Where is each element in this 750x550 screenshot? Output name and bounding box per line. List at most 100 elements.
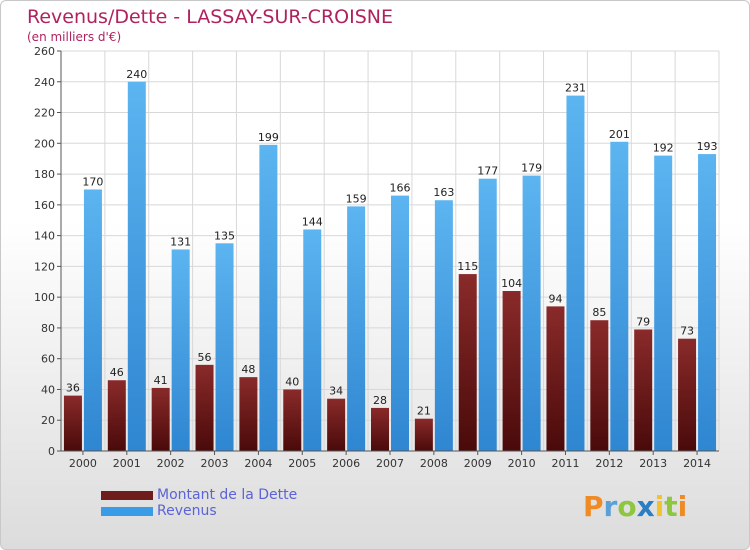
x-tick-label: 2007 bbox=[376, 457, 404, 470]
data-label-revenue: 201 bbox=[609, 128, 630, 141]
chart-title: Revenus/Dette - LASSAY-SUR-CROISNE bbox=[27, 6, 393, 28]
legend-label-debt: Montant de la Dette bbox=[157, 487, 298, 503]
legend-swatch-debt bbox=[101, 490, 153, 500]
data-label-debt: 34 bbox=[329, 385, 343, 398]
y-tick-label: 260 bbox=[34, 45, 55, 58]
data-label-revenue: 231 bbox=[565, 82, 586, 95]
y-tick-label: 60 bbox=[41, 353, 55, 366]
data-label-revenue: 144 bbox=[302, 215, 323, 228]
x-tick-label: 2005 bbox=[288, 457, 316, 470]
bar-debt bbox=[546, 306, 565, 451]
bar-revenue bbox=[478, 178, 497, 451]
bar-debt bbox=[239, 377, 258, 451]
bar-debt bbox=[590, 320, 609, 451]
logo-letter: r bbox=[603, 490, 618, 523]
bar-debt bbox=[371, 407, 389, 451]
data-label-revenue: 170 bbox=[82, 175, 103, 188]
x-tick-label: 2008 bbox=[420, 457, 448, 470]
bar-revenue bbox=[303, 229, 322, 451]
bar-revenue bbox=[522, 175, 541, 451]
y-tick-label: 180 bbox=[34, 168, 55, 181]
bar-revenue bbox=[391, 195, 409, 451]
bar-debt bbox=[151, 387, 170, 451]
data-label-debt: 48 bbox=[241, 363, 255, 376]
bar-revenue bbox=[610, 141, 629, 451]
bar-debt bbox=[283, 389, 302, 451]
data-label-debt: 94 bbox=[548, 292, 562, 305]
chart-subtitle: (en milliers d'€) bbox=[27, 30, 122, 44]
data-label-debt: 115 bbox=[457, 260, 478, 273]
bar-debt bbox=[327, 398, 346, 451]
data-label-debt: 41 bbox=[154, 374, 168, 387]
logo-letter: i bbox=[654, 490, 665, 523]
x-tick-label: 2009 bbox=[464, 457, 492, 470]
bar-revenue bbox=[698, 154, 717, 452]
data-labels: 36 170 46 240 41 131 56 135 48 199 40 144 34 159 28 166… bbox=[66, 68, 718, 418]
data-label-revenue: 131 bbox=[170, 235, 191, 248]
data-label-debt: 56 bbox=[198, 351, 212, 364]
y-tick-label: 160 bbox=[34, 199, 55, 212]
bar-revenue bbox=[566, 95, 585, 451]
bar-revenue bbox=[215, 243, 234, 451]
proxiti-logo: Proxiti bbox=[583, 490, 687, 523]
x-tick-label: 2006 bbox=[332, 457, 360, 470]
x-tick-label: 2013 bbox=[639, 457, 667, 470]
y-tick-label: 20 bbox=[41, 414, 55, 427]
data-label-revenue: 135 bbox=[214, 229, 235, 242]
data-label-revenue: 193 bbox=[697, 140, 718, 153]
logo-letter: t bbox=[664, 490, 678, 523]
legend-item-debt: Montant de la Dette bbox=[101, 487, 297, 503]
data-label-revenue: 163 bbox=[433, 186, 454, 199]
bar-debt bbox=[63, 395, 82, 451]
logo-letter: x bbox=[636, 490, 655, 523]
y-tick-label: 100 bbox=[34, 291, 55, 304]
legend: Montant de la Dette Revenus bbox=[101, 487, 297, 519]
bar-debt bbox=[195, 364, 214, 451]
data-label-revenue: 199 bbox=[258, 131, 279, 144]
y-tick-label: 240 bbox=[34, 76, 55, 89]
y-tick-label: 80 bbox=[41, 322, 55, 335]
y-tick-label: 140 bbox=[34, 230, 55, 243]
data-label-revenue: 179 bbox=[521, 162, 542, 175]
data-label-debt: 85 bbox=[592, 306, 606, 319]
logo-letter: o bbox=[617, 490, 637, 523]
data-label-revenue: 166 bbox=[390, 182, 411, 195]
bar-revenue bbox=[171, 249, 190, 451]
data-label-revenue: 159 bbox=[346, 192, 367, 205]
legend-swatch-revenue bbox=[101, 506, 153, 516]
x-tick-label: 2012 bbox=[595, 457, 623, 470]
bar-revenue bbox=[434, 200, 453, 451]
logo-letter: P bbox=[583, 490, 604, 523]
axes: 0 20 40 60 80 100 120 140 160 180 200 220 240 260 2000… bbox=[34, 45, 719, 470]
data-label-debt: 46 bbox=[110, 366, 124, 379]
x-tick-label: 2010 bbox=[508, 457, 536, 470]
x-tick-label: 2001 bbox=[113, 457, 141, 470]
bar-revenue bbox=[83, 189, 102, 451]
bar-debt bbox=[502, 291, 521, 451]
data-label-revenue: 177 bbox=[477, 165, 498, 178]
x-tick-label: 2004 bbox=[244, 457, 272, 470]
data-label-debt: 36 bbox=[66, 382, 80, 395]
data-label-debt: 73 bbox=[680, 325, 694, 338]
data-label-debt: 28 bbox=[373, 394, 387, 407]
data-label-debt: 104 bbox=[501, 277, 522, 290]
legend-label-revenue: Revenus bbox=[157, 503, 217, 519]
bar-revenue bbox=[347, 206, 366, 451]
x-tick-label: 2002 bbox=[157, 457, 185, 470]
bars bbox=[63, 81, 717, 452]
bar-revenue bbox=[654, 155, 673, 451]
data-label-revenue: 240 bbox=[126, 68, 147, 81]
data-label-revenue: 192 bbox=[653, 142, 674, 155]
bar-debt bbox=[458, 274, 477, 451]
x-tick-label: 2003 bbox=[201, 457, 229, 470]
bar-debt bbox=[678, 338, 697, 451]
bar-debt bbox=[634, 329, 653, 451]
x-tick-label: 2014 bbox=[683, 457, 711, 470]
logo-letter: i bbox=[677, 490, 688, 523]
data-label-debt: 21 bbox=[417, 405, 431, 418]
y-tick-label: 120 bbox=[34, 260, 55, 273]
x-tick-label: 2000 bbox=[69, 457, 97, 470]
data-label-debt: 79 bbox=[636, 315, 650, 328]
